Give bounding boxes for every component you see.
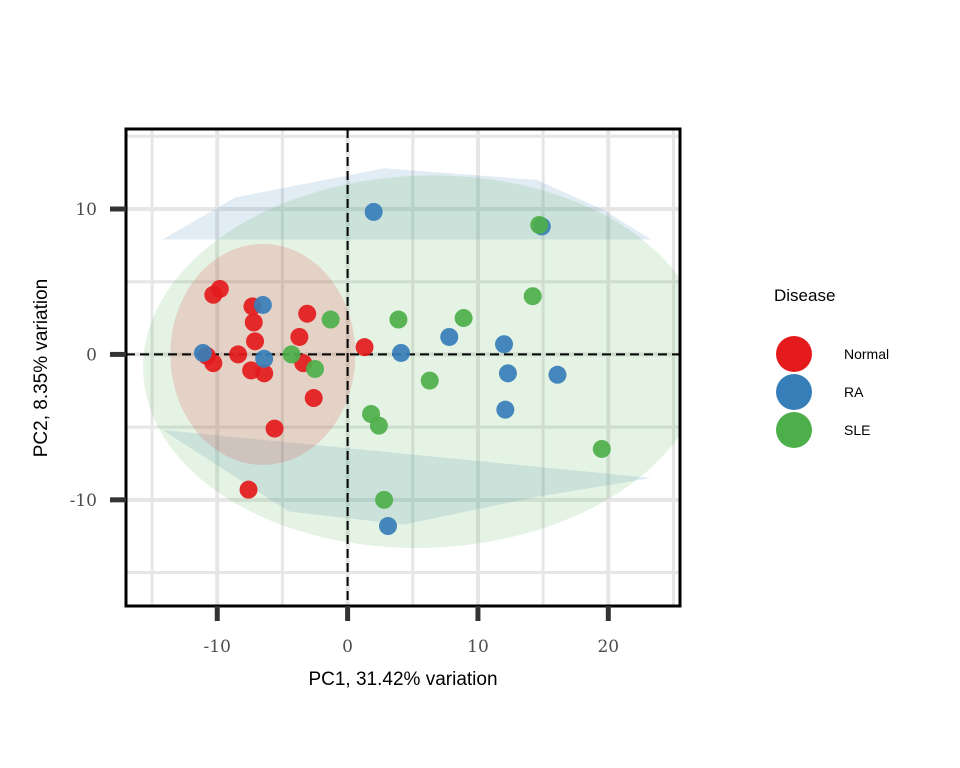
point-sle <box>420 371 439 390</box>
legend-label-ra: RA <box>844 384 864 400</box>
legend-key-ra <box>776 374 812 410</box>
point-normal <box>244 313 263 332</box>
y-axis-title: PC2, 8.35% variation <box>31 279 52 458</box>
point-normal <box>265 419 284 438</box>
point-sle <box>523 287 542 306</box>
ellipse-ra <box>162 430 652 525</box>
x-axis-title: PC1, 31.42% variation <box>308 669 497 690</box>
y-tick-label: 0 <box>86 345 97 365</box>
point-sle <box>369 416 388 435</box>
point-ra <box>364 202 383 221</box>
legend-key-sle <box>776 412 812 448</box>
reference-lines <box>126 129 680 606</box>
point-ra <box>496 400 515 419</box>
point-sle <box>592 439 611 458</box>
point-ra <box>253 295 272 314</box>
point-sle <box>530 215 549 234</box>
axis-ticks: -10 0 10 20 -10 0 10 <box>70 200 620 657</box>
point-ra <box>498 364 517 383</box>
x-tick-label: 0 <box>342 637 353 657</box>
point-sle <box>306 359 325 378</box>
point-ra <box>392 343 411 362</box>
point-sle <box>282 345 301 364</box>
data-points <box>193 202 611 536</box>
point-sle <box>321 310 340 329</box>
legend-key-normal <box>776 336 812 372</box>
ellipse-ra <box>162 168 652 240</box>
legend-label-normal: Normal <box>844 346 889 362</box>
point-ra <box>495 335 514 354</box>
point-ra <box>440 327 459 346</box>
point-normal <box>255 364 274 383</box>
x-tick-label: -10 <box>204 637 231 657</box>
point-normal <box>290 327 309 346</box>
point-ra <box>548 365 567 384</box>
point-normal <box>246 332 265 351</box>
point-sle <box>375 490 394 509</box>
point-normal <box>304 389 323 408</box>
legend: Disease Normal RA SLE <box>774 286 889 448</box>
ellipse-sle <box>143 175 680 548</box>
legend-label-sle: SLE <box>844 422 870 438</box>
point-ra <box>255 349 274 368</box>
point-normal <box>229 345 248 364</box>
point-normal <box>210 279 229 298</box>
point-sle <box>454 309 473 328</box>
point-normal <box>355 338 374 357</box>
point-ra <box>193 343 212 362</box>
point-ra <box>379 517 398 536</box>
point-normal <box>239 480 258 499</box>
point-normal <box>298 304 317 323</box>
x-tick-label: 10 <box>467 637 489 657</box>
x-tick-label: 20 <box>597 637 619 657</box>
y-tick-label: -10 <box>70 491 97 511</box>
y-tick-label: 10 <box>75 200 97 220</box>
point-sle <box>389 310 408 329</box>
legend-title: Disease <box>774 286 835 305</box>
panel-border <box>124 127 682 608</box>
